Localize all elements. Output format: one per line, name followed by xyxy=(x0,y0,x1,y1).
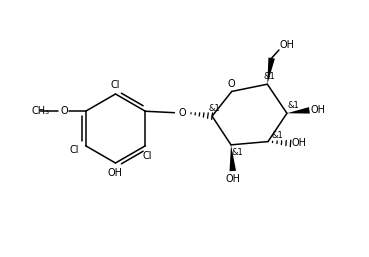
Text: O: O xyxy=(60,106,68,116)
Text: OH: OH xyxy=(310,105,325,115)
Text: O: O xyxy=(179,108,186,118)
Text: &1: &1 xyxy=(232,148,244,157)
Text: CH₃: CH₃ xyxy=(31,106,49,116)
Text: OH: OH xyxy=(108,168,123,178)
Text: &1: &1 xyxy=(287,101,299,110)
Text: &1: &1 xyxy=(263,72,275,81)
Text: &1: &1 xyxy=(272,131,284,140)
Polygon shape xyxy=(287,107,310,114)
Text: Cl: Cl xyxy=(142,151,152,161)
Text: OH: OH xyxy=(225,174,240,183)
Text: O: O xyxy=(227,79,235,89)
Text: OH: OH xyxy=(292,138,306,148)
Polygon shape xyxy=(267,58,275,84)
Text: Cl: Cl xyxy=(70,145,79,155)
Text: OH: OH xyxy=(279,40,294,50)
Text: &1: &1 xyxy=(208,104,220,113)
Polygon shape xyxy=(230,145,236,171)
Text: Cl: Cl xyxy=(111,80,120,89)
